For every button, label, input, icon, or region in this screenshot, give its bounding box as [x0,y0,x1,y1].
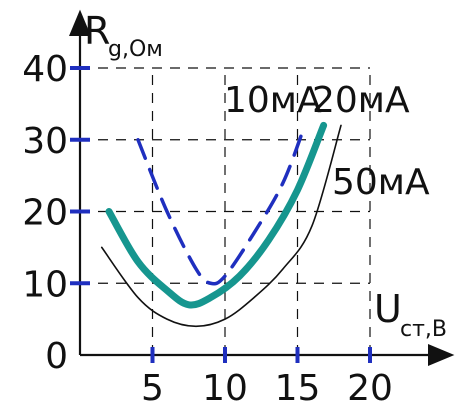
series-label-10ma: 10мА [224,80,322,121]
x-axis-label-subscript: ст,В [400,317,447,342]
series-lines [100,121,342,328]
x-tick-label: 15 [275,368,321,409]
x-tick-label: 5 [141,368,164,409]
y-tick-label: 10 [22,264,68,305]
y-tick-label: 40 [22,49,68,90]
ticks: 0 10 20 30 40 5 10 15 20 [22,49,393,409]
x-axis-label: U [374,287,402,331]
series-label-50ma: 50мА [332,162,430,203]
x-tick-label: 10 [202,368,248,409]
series-line-0 [136,123,307,286]
y-axis-label: R [84,9,110,53]
series-line-2 [100,124,342,328]
y-tick-label: 20 [22,193,68,234]
series-line-1 [105,121,328,309]
series-label-20ma: 20мА [312,80,410,121]
y-tick-label: 30 [22,121,68,162]
x-tick-label: 20 [347,368,393,409]
y-tick-label: 0 [45,336,68,377]
y-axis-label-subscript: g,Ом [108,37,163,62]
axes [69,9,455,366]
